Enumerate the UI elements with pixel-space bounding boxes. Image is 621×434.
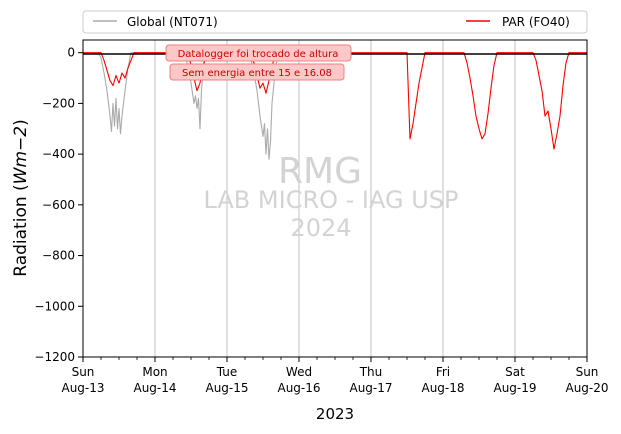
watermark-line-3: 2024 — [290, 214, 351, 242]
watermark-line-2: LAB MICRO - IAG USP — [203, 186, 458, 214]
watermark-line-1: RMG — [278, 151, 362, 192]
annotation-box-1 — [165, 44, 352, 62]
legend-label-global: Global (NT071) — [127, 15, 218, 29]
annotation-box-2 — [169, 63, 345, 81]
x-tick-day-6: Sat — [505, 365, 525, 379]
x-tick-date-5: Aug-18 — [421, 381, 464, 395]
y-axis-label: Radiation (Wm−2) — [11, 119, 31, 276]
annotation-text-2: Sem energia entre 15 e 16.08 — [182, 68, 332, 79]
x-tick-day-0: Sun — [72, 365, 95, 379]
legend-frame — [82, 10, 588, 34]
series-line-0 — [97, 52, 279, 160]
x-axis-label: 2023 — [316, 405, 354, 423]
x-tick-date-2: Aug-15 — [205, 381, 248, 395]
y-tick-label-1: −200 — [42, 96, 75, 110]
annotations: Datalogger foi trocado de altura Sem ene… — [165, 44, 352, 81]
plot-area — [83, 40, 587, 357]
x-tick-day-2: Tue — [216, 365, 238, 379]
grid-lines — [154, 40, 516, 357]
x-axis-ticks: Sun Aug-13 Mon Aug-14 Tue Aug-15 Wed Aug-16 Thu A… — [61, 357, 609, 395]
y-tick-label-0: 0 — [67, 46, 75, 60]
y-axis-ticks: 0 −200 −400 −600 −800 −1000 −1200 — [34, 46, 83, 364]
annotation-text-1: Datalogger foi trocado de altura — [178, 49, 339, 60]
x-tick-date-6: Aug-19 — [493, 381, 536, 395]
y-tick-label-5: −1000 — [34, 299, 75, 313]
x-tick-day-4: Thu — [359, 365, 383, 379]
x-tick-date-4: Aug-17 — [349, 381, 392, 395]
legend: Global (NT071) PAR (FO40) — [82, 10, 588, 34]
y-tick-label-4: −800 — [42, 249, 75, 263]
x-tick-day-7: Sun — [576, 365, 599, 379]
y-tick-label-6: −1200 — [34, 350, 75, 364]
x-tick-day-3: Wed — [286, 365, 312, 379]
legend-label-par: PAR (FO40) — [502, 15, 570, 29]
x-tick-date-7: Aug-20 — [565, 381, 608, 395]
x-tick-date-1: Aug-14 — [133, 381, 176, 395]
y-tick-label-2: −400 — [42, 147, 75, 161]
series-line-1 — [83, 52, 587, 150]
x-tick-date-3: Aug-16 — [277, 381, 320, 395]
y-tick-label-3: −600 — [42, 198, 75, 212]
series-layer — [83, 52, 587, 160]
x-tick-day-5: Fri — [436, 365, 450, 379]
x-tick-day-1: Mon — [142, 365, 167, 379]
watermark: RMG LAB MICRO - IAG USP 2024 — [203, 151, 458, 242]
x-tick-date-0: Aug-13 — [61, 381, 104, 395]
